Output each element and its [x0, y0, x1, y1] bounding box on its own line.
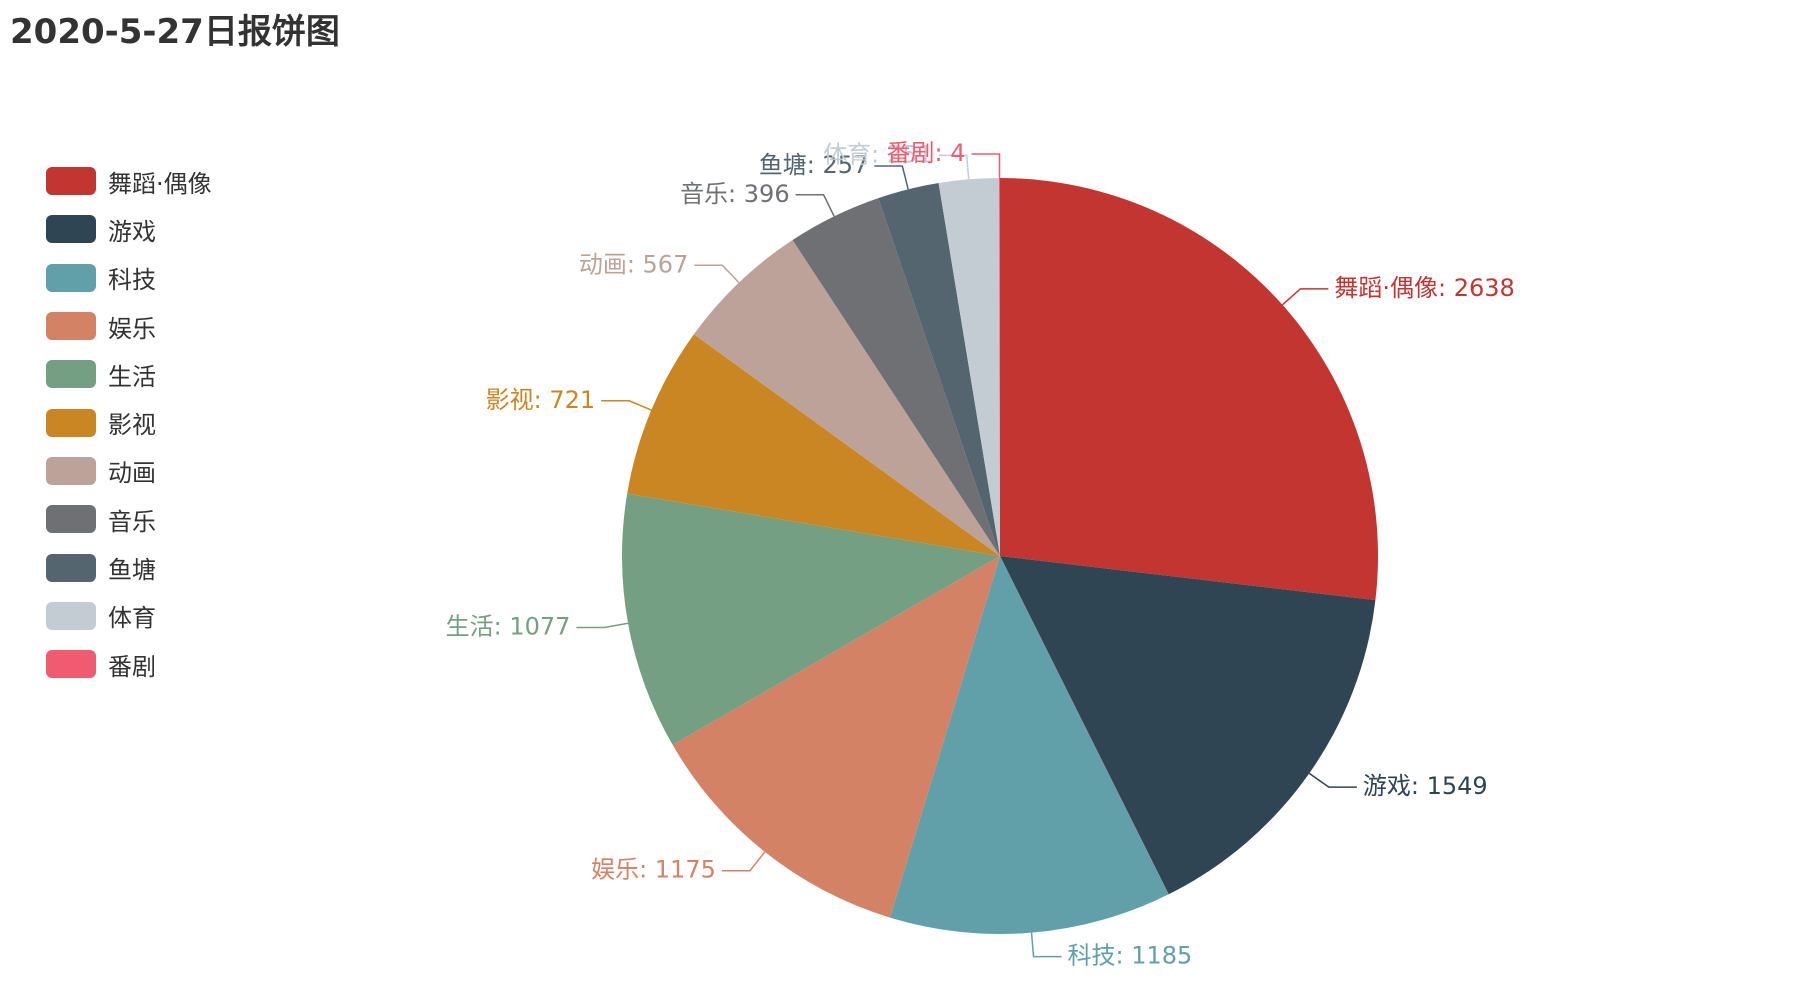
legend-swatch — [46, 553, 96, 582]
pie-leader-line — [694, 264, 740, 284]
pie-slice[interactable] — [878, 183, 1000, 556]
pie-slice[interactable] — [889, 556, 1169, 934]
pie-leader-line — [874, 165, 909, 190]
legend-swatch — [46, 505, 96, 534]
legend-item-animation[interactable]: 动画 — [46, 447, 306, 495]
legend-item-bangumi[interactable]: 番剧 — [46, 640, 306, 688]
legend-label: 动画 — [108, 459, 156, 488]
legend-label: 舞蹈·偶像 — [108, 169, 212, 198]
pie-leader-line — [1281, 288, 1329, 306]
legend-item-dance-idol[interactable]: 舞蹈·偶像 — [46, 157, 306, 205]
legend-swatch — [46, 408, 96, 437]
pie-leader-line — [1308, 772, 1357, 788]
legend-item-games[interactable]: 游戏 — [46, 205, 306, 253]
pie-leader-line — [601, 400, 652, 411]
pie-slice[interactable] — [622, 493, 1000, 745]
pie-slice-label: 游戏: 1549 — [1363, 772, 1488, 800]
legend-label: 影视 — [108, 411, 156, 440]
pie-slice[interactable] — [792, 198, 1000, 556]
legend-item-tech[interactable]: 科技 — [46, 254, 306, 302]
legend-label: 体育 — [108, 604, 156, 633]
legend-label: 游戏 — [108, 217, 156, 246]
pie-slice[interactable] — [627, 334, 1000, 556]
pie-slice-label: 音乐: 396 — [680, 180, 790, 208]
legend-item-film-tv[interactable]: 影视 — [46, 398, 306, 446]
pie-slice-label: 动画: 567 — [579, 250, 689, 278]
pie-leader-lines — [576, 153, 1357, 958]
legend-label: 音乐 — [108, 507, 156, 536]
pie-slice[interactable] — [938, 178, 1000, 557]
legend-label: 娱乐 — [108, 314, 156, 343]
pie-slice-label: 生活: 1077 — [446, 613, 571, 641]
legend-swatch — [46, 263, 96, 292]
legend-item-life[interactable]: 生活 — [46, 350, 306, 398]
legend-item-entertainment[interactable]: 娱乐 — [46, 302, 306, 350]
legend-swatch — [46, 650, 96, 679]
chart-title: 2020-5-27日报饼图 — [10, 12, 340, 52]
pie-slice[interactable] — [693, 240, 1000, 556]
pie-slices — [622, 178, 1378, 934]
pie-leader-line — [576, 622, 629, 629]
pie-labels: 舞蹈·偶像: 2638 游戏: 1549 科技: 1185 娱乐: 1175 生活: 1… — [446, 139, 1515, 970]
pie-slice-label: 娱乐: 1175 — [591, 856, 716, 884]
legend-label: 生活 — [108, 362, 156, 391]
pie-slice-label: 舞蹈·偶像: 2638 — [1334, 274, 1514, 302]
legend-swatch — [46, 360, 96, 389]
legend-swatch — [46, 215, 96, 244]
pie-slice[interactable] — [1000, 178, 1378, 601]
pie-slice[interactable] — [672, 556, 1000, 918]
pie-slice-label: 鱼塘: 257 — [759, 151, 869, 179]
pie-slice[interactable] — [1000, 556, 1376, 895]
legend-swatch — [46, 312, 96, 341]
legend-item-sports[interactable]: 体育 — [46, 592, 306, 640]
pie-leader-line — [971, 153, 1001, 179]
pie-leader-line — [795, 194, 835, 217]
legend-swatch — [46, 167, 96, 196]
legend-label: 番剧 — [108, 652, 156, 681]
pie-slice-label: 番剧: 4 — [887, 139, 966, 167]
pie-leader-line — [721, 851, 766, 872]
legend-swatch — [46, 601, 96, 630]
legend-label: 鱼塘 — [108, 556, 156, 585]
legend-label: 科技 — [108, 266, 156, 295]
legend: 舞蹈·偶像 游戏 科技 娱乐 生活 影视 动画 音乐 鱼塘 体育 番剧 — [46, 157, 306, 688]
pie-leader-line — [938, 154, 970, 180]
pie-slice[interactable] — [999, 178, 1000, 556]
pie-slice-label: 体育: 251 — [823, 140, 933, 168]
legend-item-fishpond[interactable]: 鱼塘 — [46, 543, 306, 591]
pie-slice-label: 影视: 721 — [486, 386, 596, 414]
legend-item-music[interactable]: 音乐 — [46, 495, 306, 543]
pie-leader-line — [1030, 932, 1062, 958]
pie-slice-label: 科技: 1185 — [1068, 942, 1193, 970]
legend-swatch — [46, 456, 96, 485]
